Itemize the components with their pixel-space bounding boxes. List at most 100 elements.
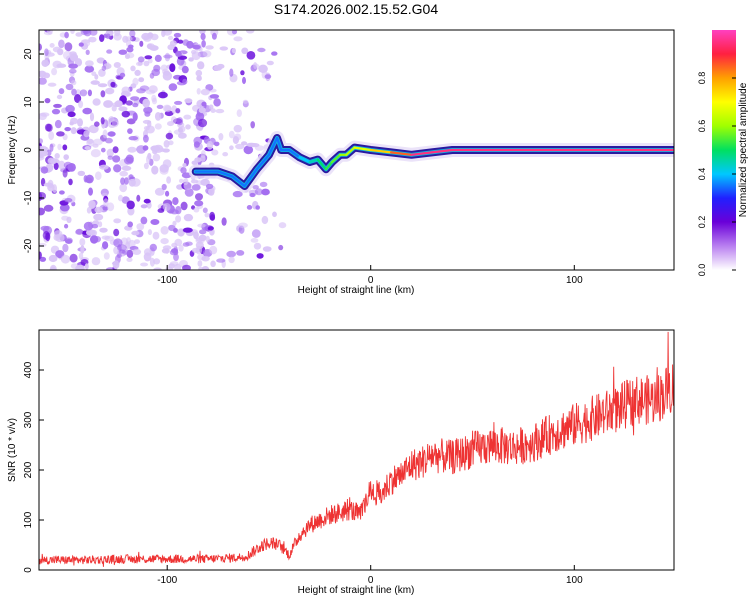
spectrogram-noise-blob: [162, 30, 173, 36]
spectrogram-noise-blob: [63, 161, 73, 169]
spectrogram-noise-blob: [120, 177, 126, 185]
spectrogram-noise-blob: [70, 30, 75, 34]
spectrogram-noise-blob: [252, 185, 259, 190]
spectrogram-noise-blob: [228, 256, 235, 264]
spectrogram-noise-blob: [152, 153, 161, 162]
spectrogram-noise-blob: [175, 108, 181, 114]
spectrogram-noise-blob: [137, 56, 145, 63]
spectrogram-noise-blob: [218, 133, 224, 141]
spectrogram-noise-blob: [101, 65, 107, 71]
spectrogram-noise-blob: [140, 262, 149, 267]
snr-ytick-label: 100: [23, 511, 34, 528]
spectrogram-noise-blob: [39, 70, 47, 78]
spectrogram-noise-blob: [105, 87, 115, 95]
spectrogram-noise-blob: [215, 108, 225, 114]
spectrogram-noise-blob: [77, 170, 86, 176]
spectrogram-noise-blob: [249, 143, 260, 148]
spectrogram-noise-blob: [135, 61, 143, 67]
spectrogram-noise-blob: [173, 32, 182, 38]
spectrogram-noise-blob: [83, 175, 88, 183]
ridge-spine: [410, 151, 433, 156]
spectrogram-noise-blob: [132, 102, 139, 108]
ridge-spine: [369, 148, 393, 154]
spectrogram-noise-blob: [222, 152, 229, 157]
spectrogram-noise-blob: [195, 193, 203, 201]
ridge-spine: [276, 136, 283, 152]
spectrogram-noise-blob: [183, 114, 192, 120]
spectrogram-noise-blob: [191, 49, 197, 55]
spectrogram-noise-blob: [141, 32, 151, 41]
spectrogram-noise-blob: [116, 253, 122, 258]
spectrogram-noise-blob: [196, 88, 201, 95]
spectrogram-noise-blob: [82, 107, 92, 115]
spectrogram-noise-blob: [251, 229, 261, 238]
spectrogram-noise-blob: [126, 200, 135, 210]
spectrogram-ytick-label: 0: [23, 147, 34, 153]
spectrogram-noise-blob: [194, 157, 202, 163]
ridge-spine: [390, 151, 413, 156]
spectrogram-noise-blob: [262, 246, 272, 252]
spectrogram-noise-blob: [86, 138, 94, 145]
ridge-spine: [308, 158, 319, 164]
spectrogram-noise-blob: [173, 253, 179, 262]
spectrogram-noise-blob: [134, 239, 140, 245]
spectrogram-noise-blob: [113, 164, 122, 173]
spectrogram-noise-blob: [167, 35, 174, 41]
spectrogram-noise-blob: [84, 65, 95, 73]
spectrogram-noise-blob: [59, 190, 65, 195]
ridge-spine: [316, 158, 328, 171]
spectrogram-noise-blob: [90, 80, 100, 85]
spectrogram-noise-blob: [154, 187, 165, 196]
spectrogram-noise-blob: [209, 94, 220, 99]
snr-frame: [38, 329, 675, 571]
spectrogram-noise-blob: [39, 77, 47, 85]
spectrogram-noise-blob: [154, 112, 162, 121]
spectrogram-noise-blob: [125, 36, 133, 42]
spectrogram-noise-blob: [213, 98, 221, 107]
spectrogram-noise-blob: [185, 241, 193, 246]
colorbar: 0.0 0.2 0.4 0.6 0.8 Normalized spectral ampl…: [697, 30, 749, 276]
spectrogram-noise-blob: [136, 145, 147, 154]
spectrogram-noise-blob: [90, 149, 101, 158]
spectrogram-noise-blob: [118, 49, 128, 55]
spectrogram-noise-blob: [147, 229, 152, 236]
spectrogram-noise-blob: [173, 228, 178, 233]
spectrogram-noise-blob: [65, 239, 73, 244]
spectrogram-noise-blob: [151, 94, 157, 102]
spectrogram-noise-blob: [86, 229, 96, 236]
spectrogram-noise-blob: [92, 98, 101, 106]
spectrogram-noise-blob: [233, 36, 243, 42]
spectrogram-noise-blob: [84, 263, 89, 270]
spectrogram-ytick-label: 10: [23, 96, 34, 108]
spectrogram-noise-blob: [201, 40, 206, 48]
spectrogram-noise-blob: [163, 140, 170, 148]
spectrogram-noise-blob: [205, 45, 214, 50]
spectrogram-noise-blob: [69, 253, 78, 263]
spectrogram-noise-blob: [79, 89, 88, 97]
spectrogram-noise-blob: [138, 77, 145, 83]
spectrogram-noise-blob: [229, 68, 234, 77]
spectrogram-noise-blob: [180, 201, 188, 211]
spectrogram-noise-blob: [112, 146, 119, 154]
spectrogram-noise-blob: [219, 46, 229, 51]
spectrogram-noise-blob: [256, 253, 264, 259]
spectrogram-noise-blob: [50, 266, 56, 270]
spectrogram-noise-blob: [236, 250, 245, 256]
spectrogram-noise-blob: [261, 215, 269, 225]
spectrogram-noise-blob: [191, 184, 201, 191]
spectrogram-noise-blob: [113, 238, 123, 248]
spectrogram-noise-blob: [84, 146, 91, 150]
spectrogram-noise-blob: [121, 86, 131, 95]
spectrogram-noise-blob: [146, 43, 155, 50]
spectrogram-noise-blob: [99, 34, 105, 42]
spectrogram-noise-blob: [114, 100, 123, 108]
spectrogram-noise-blob: [129, 30, 136, 38]
spectrogram-noise-blob: [226, 250, 236, 258]
spectrogram-noise-blob: [181, 65, 189, 74]
spectrogram-noise-blob: [153, 267, 162, 270]
spectrogram-noise-blob: [71, 80, 77, 86]
spectrogram-noise-blob: [254, 188, 263, 196]
spectrogram-noise-blob: [186, 40, 194, 49]
spectrogram-noise-blob: [216, 258, 226, 263]
